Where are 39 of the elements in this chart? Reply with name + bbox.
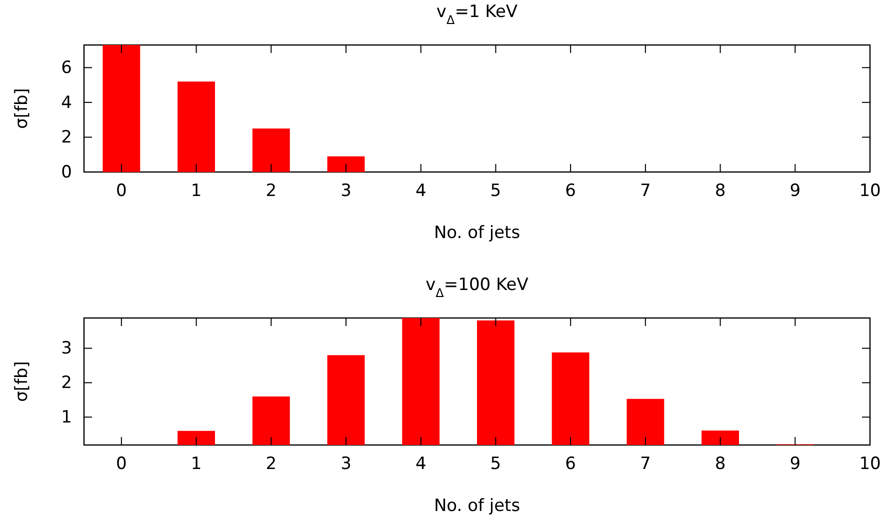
bar xyxy=(252,128,290,172)
x-tick-label: 4 xyxy=(415,181,426,202)
x-tick-label: 9 xyxy=(790,454,801,474)
x-tick-label: 1 xyxy=(190,454,202,474)
y-tick-label: 1 xyxy=(61,408,72,428)
x-tick-label: 10 xyxy=(859,181,881,202)
bar xyxy=(102,45,140,172)
x-tick-label: 5 xyxy=(490,454,502,474)
x-tick-label: 2 xyxy=(266,454,277,474)
x-axis-title: No. of jets xyxy=(434,223,520,243)
x-tick-label: 8 xyxy=(714,454,726,474)
x-tick-label: 4 xyxy=(415,454,426,474)
x-axis-title: No. of jets xyxy=(434,496,520,516)
x-tick-label: 7 xyxy=(640,454,651,474)
y-tick-label: 2 xyxy=(61,128,72,148)
x-tick-label: 9 xyxy=(790,181,801,202)
y-axis-title: σ[fb] xyxy=(12,361,32,402)
x-tick-label: 1 xyxy=(190,181,202,202)
y-axis-title: σ[fb] xyxy=(12,88,32,129)
chart-title: v$_{Δ}$=1 KeV xyxy=(436,2,518,27)
x-tick-label: 10 xyxy=(859,454,881,474)
x-tick-label: 3 xyxy=(340,454,352,474)
x-tick-label: 2 xyxy=(266,181,277,202)
y-tick-label: 0 xyxy=(61,162,72,182)
y-tick-label: 3 xyxy=(61,338,72,359)
y-tick-label: 2 xyxy=(61,373,72,394)
x-tick-label: 3 xyxy=(340,181,352,202)
x-tick-label: 7 xyxy=(640,181,651,202)
x-tick-label: 0 xyxy=(116,454,127,474)
x-tick-label: 8 xyxy=(714,181,726,202)
bar xyxy=(327,156,365,172)
x-tick-label: 0 xyxy=(116,181,127,202)
x-tick-label: 6 xyxy=(565,454,576,474)
bar xyxy=(178,82,215,172)
y-tick-label: 6 xyxy=(61,58,72,78)
x-tick-label: 6 xyxy=(565,181,576,202)
chart-title: v$_{Δ}$=100 KeV xyxy=(426,275,529,300)
y-tick-label: 4 xyxy=(61,92,72,113)
x-tick-label: 5 xyxy=(490,181,502,202)
